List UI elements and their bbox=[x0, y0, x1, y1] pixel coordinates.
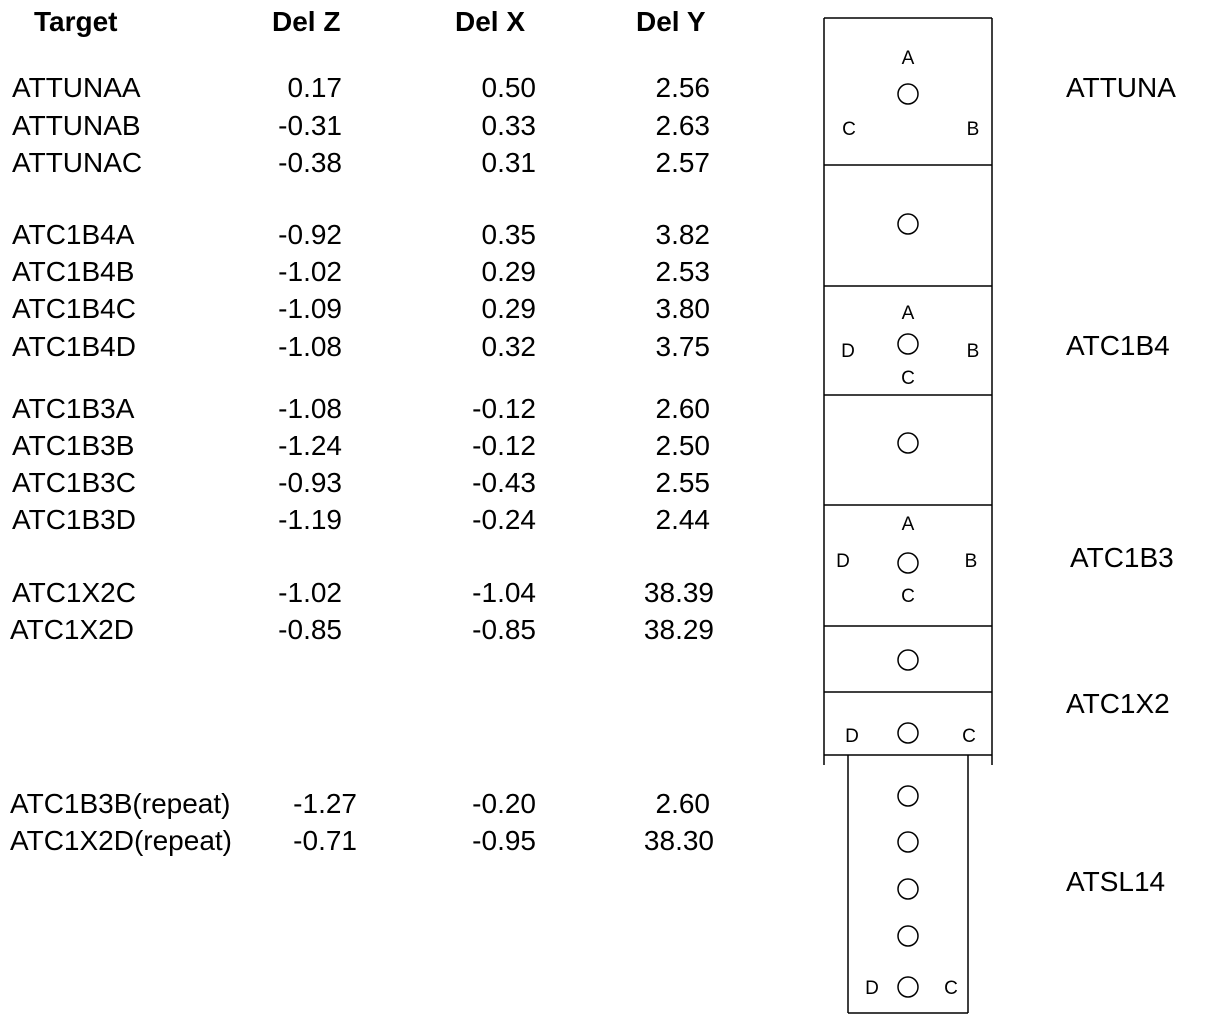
target-circle bbox=[897, 552, 919, 574]
section-label-attuna: ATTUNA bbox=[1066, 72, 1176, 103]
position-label: C bbox=[842, 119, 856, 140]
position-label: D bbox=[836, 551, 850, 572]
position-label: B bbox=[967, 119, 980, 140]
table-row-delz: -1.08 bbox=[278, 393, 342, 424]
table-row-delx: 0.50 bbox=[481, 72, 537, 103]
table-row-dely: 2.50 bbox=[655, 430, 711, 461]
table-row-delz: -1.27 bbox=[293, 788, 357, 819]
table-row-delz: -1.19 bbox=[278, 504, 342, 535]
table-row-delx: -0.20 bbox=[472, 788, 536, 819]
section-label-atc1x2: ATC1X2 bbox=[1066, 688, 1170, 719]
table-row-target: ATC1X2D(repeat) bbox=[10, 825, 233, 856]
table-row-dely: 2.57 bbox=[655, 147, 711, 178]
section-label-atc1b3: ATC1B3 bbox=[1070, 542, 1174, 573]
table-row-delz: -1.09 bbox=[278, 293, 342, 324]
table-row-target: ATC1B4A bbox=[12, 219, 135, 250]
position-label: B bbox=[965, 551, 978, 572]
table-row-delx: -0.95 bbox=[472, 825, 536, 856]
table-row-delx: 0.35 bbox=[481, 219, 537, 250]
position-label: D bbox=[841, 341, 855, 362]
header-target: Target bbox=[34, 6, 118, 37]
table-row-dely: 2.55 bbox=[655, 467, 711, 498]
target-circle bbox=[897, 333, 919, 355]
target-circle bbox=[897, 976, 919, 998]
table-row-dely: 3.82 bbox=[655, 219, 711, 250]
target-circle bbox=[897, 83, 919, 105]
table-row-delz: -1.02 bbox=[278, 256, 342, 287]
table-row-target: ATTUNAB bbox=[12, 110, 141, 141]
section-label-atc1b4: ATC1B4 bbox=[1066, 330, 1170, 361]
position-label: C bbox=[901, 586, 915, 607]
position-label: C bbox=[944, 978, 958, 999]
table-row-delz: -0.93 bbox=[278, 467, 342, 498]
table-row-dely: 2.63 bbox=[655, 110, 711, 141]
table-row-target: ATC1X2D bbox=[10, 614, 134, 645]
table-row-dely: 3.75 bbox=[655, 331, 711, 362]
position-label: C bbox=[962, 726, 976, 747]
table-row-target: ATC1B3B bbox=[12, 430, 135, 461]
table-row-delz: -0.92 bbox=[278, 219, 342, 250]
table-row-delz: -0.31 bbox=[278, 110, 342, 141]
table-row-delz: -1.02 bbox=[278, 577, 342, 608]
table-row-dely: 2.53 bbox=[655, 256, 711, 287]
table-row-delx: -0.12 bbox=[472, 430, 536, 461]
target-circle bbox=[897, 831, 919, 853]
target-circle bbox=[897, 722, 919, 744]
table-row-target: ATC1B4C bbox=[12, 293, 136, 324]
table-row-target: ATC1B3A bbox=[12, 393, 135, 424]
table-row-dely: 38.29 bbox=[643, 614, 714, 645]
table-row-target: ATTUNAC bbox=[12, 147, 143, 178]
header-delz: Del Z bbox=[272, 6, 341, 37]
table-row-delz: -1.08 bbox=[278, 331, 342, 362]
table-row-target: ATC1B3D bbox=[12, 504, 136, 535]
table-row-dely: 38.30 bbox=[643, 825, 714, 856]
target-circle bbox=[897, 432, 919, 454]
position-label: C bbox=[901, 368, 915, 389]
header-dely: Del Y bbox=[636, 6, 706, 37]
table-row-dely: 2.60 bbox=[655, 393, 711, 424]
table-row-delx: 0.29 bbox=[481, 256, 537, 287]
table-row-delx: -0.24 bbox=[472, 504, 536, 535]
table-row-dely: 2.56 bbox=[655, 72, 711, 103]
table-row-dely: 38.39 bbox=[643, 577, 714, 608]
table-row-delz: -0.38 bbox=[278, 147, 342, 178]
table-row-target: ATC1B4B bbox=[12, 256, 135, 287]
position-label: D bbox=[845, 726, 859, 747]
table-row-target: ATC1B3B(repeat) bbox=[10, 788, 231, 819]
table-row-dely: 3.80 bbox=[655, 293, 711, 324]
table-row-dely: 2.44 bbox=[655, 504, 711, 535]
table-row-target: ATC1B4D bbox=[12, 331, 136, 362]
target-circle bbox=[897, 925, 919, 947]
position-label: D bbox=[865, 978, 879, 999]
table-row-delx: 0.32 bbox=[481, 331, 537, 362]
table-row-delx: -0.43 bbox=[472, 467, 536, 498]
table-row-delx: -0.12 bbox=[472, 393, 536, 424]
position-label: A bbox=[902, 514, 915, 535]
table-row-delz: -0.71 bbox=[293, 825, 357, 856]
target-circle bbox=[897, 785, 919, 807]
table-row-delz: -1.24 bbox=[278, 430, 342, 461]
table-row-target: ATC1B3C bbox=[12, 467, 136, 498]
table-row-delz: -0.85 bbox=[278, 614, 342, 645]
table-row-delx: -0.85 bbox=[472, 614, 536, 645]
target-circle bbox=[897, 878, 919, 900]
position-label: A bbox=[902, 303, 915, 324]
table-row-delx: -1.04 bbox=[472, 577, 536, 608]
target-circle bbox=[897, 213, 919, 235]
table-row-delx: 0.33 bbox=[481, 110, 537, 141]
table-row-delx: 0.31 bbox=[481, 147, 537, 178]
table-row-delz: 0.17 bbox=[287, 72, 343, 103]
header-delx: Del X bbox=[455, 6, 526, 37]
table-row-target: ATTUNAA bbox=[12, 72, 141, 103]
table-row-dely: 2.60 bbox=[655, 788, 711, 819]
table-row-delx: 0.29 bbox=[481, 293, 537, 324]
position-label: B bbox=[967, 341, 980, 362]
table-row-target: ATC1X2C bbox=[12, 577, 136, 608]
target-circle bbox=[897, 649, 919, 671]
section-label-atsl14: ATSL14 bbox=[1066, 866, 1166, 897]
position-label: A bbox=[902, 48, 915, 69]
